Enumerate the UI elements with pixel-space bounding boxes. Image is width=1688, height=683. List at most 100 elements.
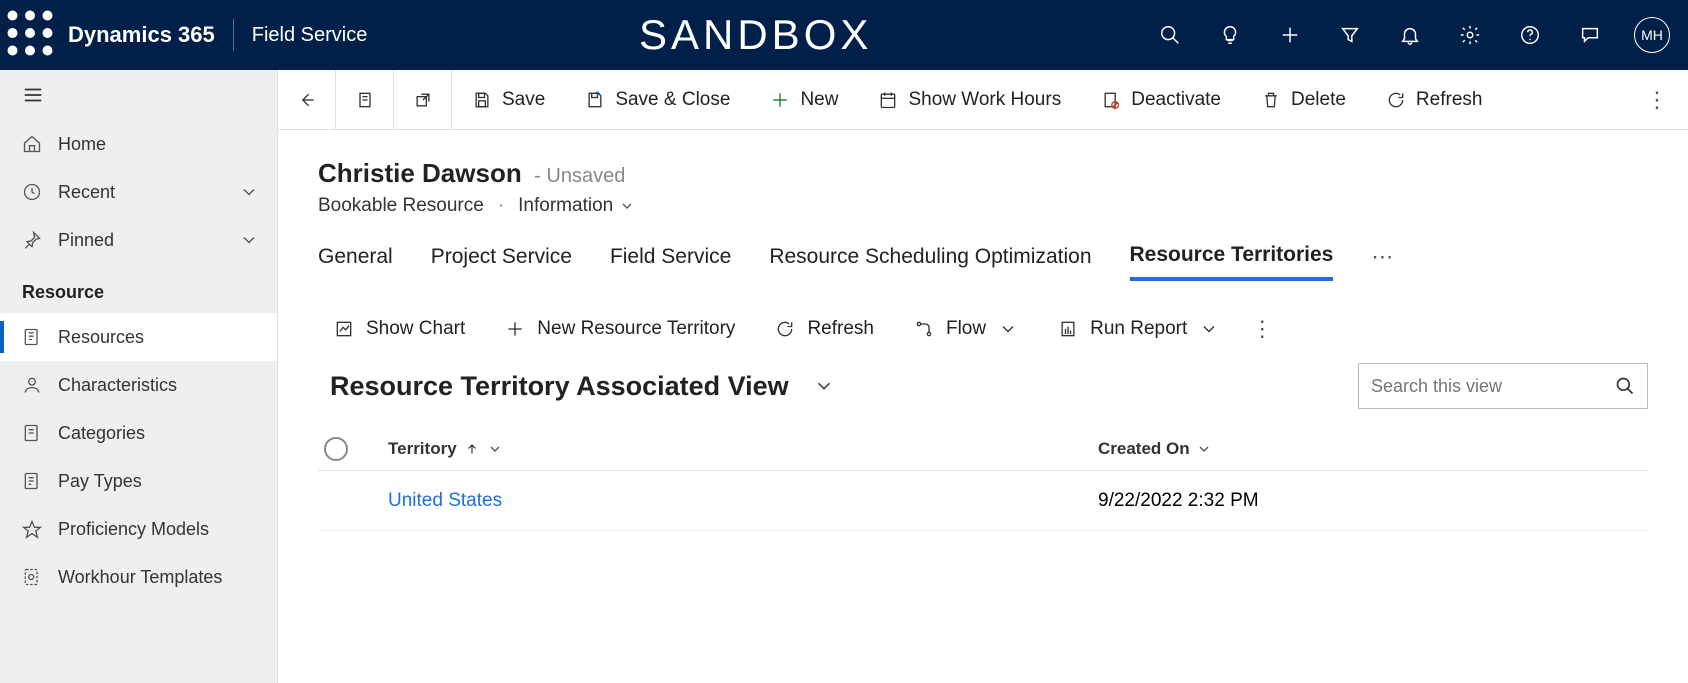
add-button[interactable] bbox=[1264, 0, 1316, 70]
plus-icon bbox=[505, 319, 525, 339]
subgrid-command-bar: Show Chart New Resource Territory Refres… bbox=[278, 281, 1688, 363]
chat-icon bbox=[1579, 24, 1601, 46]
flow-icon bbox=[914, 319, 934, 339]
report-icon bbox=[1058, 319, 1078, 339]
sort-asc-icon bbox=[465, 442, 479, 456]
sidebar-item-recent[interactable]: Recent bbox=[0, 168, 277, 216]
subgrid-more-button[interactable]: ⋮ bbox=[1251, 316, 1273, 342]
select-all[interactable] bbox=[318, 437, 388, 461]
notifications-button[interactable] bbox=[1384, 0, 1436, 70]
search-input[interactable] bbox=[1371, 376, 1605, 397]
cmd-label: New bbox=[800, 89, 838, 111]
messages-button[interactable] bbox=[1564, 0, 1616, 70]
waffle-button[interactable] bbox=[0, 3, 60, 68]
tab-field-service[interactable]: Field Service bbox=[610, 245, 731, 279]
form-name: Information bbox=[518, 195, 613, 217]
avatar[interactable]: MH bbox=[1634, 17, 1670, 53]
filter-button[interactable] bbox=[1324, 0, 1376, 70]
record-status: - Unsaved bbox=[534, 165, 625, 187]
cmd-label: Refresh bbox=[1416, 89, 1483, 111]
settings-button[interactable] bbox=[1444, 0, 1496, 70]
show-hours-button[interactable]: Show Work Hours bbox=[858, 70, 1081, 130]
view-search[interactable] bbox=[1358, 363, 1648, 409]
tabs-more-button[interactable]: ⋯ bbox=[1371, 244, 1393, 280]
sidebar-toggle[interactable] bbox=[0, 70, 277, 120]
command-bar: Save Save & Close New Show Work Hours De… bbox=[278, 70, 1688, 130]
waffle-icon bbox=[0, 3, 60, 63]
column-created-on[interactable]: Created On bbox=[1098, 439, 1648, 459]
lightbulb-icon bbox=[1219, 24, 1241, 46]
sidebar-item-label: Home bbox=[58, 134, 106, 155]
delete-button[interactable]: Delete bbox=[1241, 70, 1366, 130]
new-button[interactable]: New bbox=[750, 70, 858, 130]
form-button[interactable] bbox=[336, 70, 394, 130]
cmd-label: Flow bbox=[946, 318, 986, 340]
chevron-down-icon bbox=[813, 375, 835, 397]
categories-icon bbox=[22, 423, 42, 443]
sidebar: Home Recent Pinned Resource Resources Ch… bbox=[0, 70, 278, 683]
tab-project-service[interactable]: Project Service bbox=[431, 245, 572, 279]
run-report-button[interactable]: Run Report bbox=[1042, 311, 1235, 347]
plus-icon bbox=[1279, 24, 1301, 46]
sidebar-item-label: Pay Types bbox=[58, 471, 142, 492]
show-chart-button[interactable]: Show Chart bbox=[318, 311, 481, 347]
help-button[interactable] bbox=[1504, 0, 1556, 70]
save-button[interactable]: Save bbox=[452, 70, 565, 130]
save-close-icon bbox=[585, 90, 605, 110]
assistant-button[interactable] bbox=[1204, 0, 1256, 70]
person-icon bbox=[22, 375, 42, 395]
form-selector[interactable]: Information bbox=[518, 195, 635, 217]
sidebar-item-label: Characteristics bbox=[58, 375, 177, 396]
column-territory[interactable]: Territory bbox=[388, 439, 1098, 459]
column-label: Created On bbox=[1098, 439, 1190, 459]
record-title: Christie Dawson bbox=[318, 158, 522, 188]
sidebar-group-label: Resource bbox=[0, 264, 277, 313]
deactivate-button[interactable]: Deactivate bbox=[1081, 70, 1241, 130]
data-grid: Territory Created On United States 9/22/… bbox=[278, 427, 1688, 531]
sidebar-item-home[interactable]: Home bbox=[0, 120, 277, 168]
tab-general[interactable]: General bbox=[318, 245, 393, 279]
pin-icon bbox=[22, 230, 42, 250]
new-territory-button[interactable]: New Resource Territory bbox=[489, 311, 751, 347]
view-header: Resource Territory Associated View bbox=[278, 363, 1688, 427]
tab-resource-territories[interactable]: Resource Territories bbox=[1130, 243, 1334, 281]
sidebar-item-pinned[interactable]: Pinned bbox=[0, 216, 277, 264]
app-label[interactable]: Field Service bbox=[252, 24, 368, 47]
cmd-label: Save & Close bbox=[615, 89, 730, 111]
bell-icon bbox=[1399, 24, 1421, 46]
sidebar-item-proficiency[interactable]: Proficiency Models bbox=[0, 505, 277, 553]
sidebar-item-categories[interactable]: Categories bbox=[0, 409, 277, 457]
sidebar-item-label: Proficiency Models bbox=[58, 519, 209, 540]
save-close-button[interactable]: Save & Close bbox=[565, 70, 750, 130]
cmd-label: Show Chart bbox=[366, 318, 465, 340]
back-button[interactable] bbox=[278, 70, 336, 130]
tab-rso[interactable]: Resource Scheduling Optimization bbox=[769, 245, 1091, 279]
form-tabs: General Project Service Field Service Re… bbox=[278, 217, 1688, 281]
sidebar-item-characteristics[interactable]: Characteristics bbox=[0, 361, 277, 409]
view-selector[interactable]: Resource Territory Associated View bbox=[330, 371, 835, 402]
sidebar-item-resources[interactable]: Resources bbox=[0, 313, 277, 361]
search-icon bbox=[1159, 24, 1181, 46]
grid-row[interactable]: United States 9/22/2022 2:32 PM bbox=[318, 471, 1648, 531]
help-icon bbox=[1519, 24, 1541, 46]
popout-button[interactable] bbox=[394, 70, 452, 130]
cmd-label: Show Work Hours bbox=[908, 89, 1061, 111]
chevron-down-icon bbox=[487, 441, 503, 457]
refresh-icon bbox=[1386, 90, 1406, 110]
search-button[interactable] bbox=[1144, 0, 1196, 70]
refresh-icon bbox=[775, 319, 795, 339]
brand-label[interactable]: Dynamics 365 bbox=[60, 22, 233, 48]
home-icon bbox=[22, 134, 42, 154]
refresh-button[interactable]: Refresh bbox=[1366, 70, 1503, 130]
sidebar-item-paytypes[interactable]: Pay Types bbox=[0, 457, 277, 505]
sidebar-item-label: Pinned bbox=[58, 230, 114, 251]
flow-button[interactable]: Flow bbox=[898, 311, 1034, 347]
territory-link[interactable]: United States bbox=[388, 490, 502, 512]
cmd-label: New Resource Territory bbox=[537, 318, 735, 340]
resource-icon bbox=[22, 327, 42, 347]
cmdbar-more-button[interactable]: ⋮ bbox=[1646, 87, 1688, 113]
clock-icon bbox=[22, 182, 42, 202]
subgrid-refresh-button[interactable]: Refresh bbox=[759, 311, 890, 347]
popout-icon bbox=[413, 90, 433, 110]
sidebar-item-workhour[interactable]: Workhour Templates bbox=[0, 553, 277, 601]
